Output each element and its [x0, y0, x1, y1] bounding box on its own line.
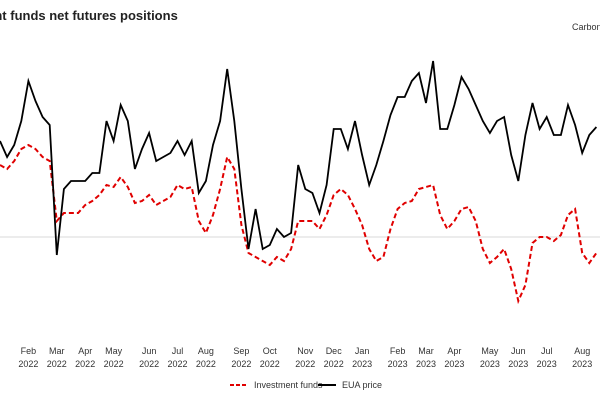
x-tick-label: Jul 2022	[167, 346, 187, 369]
x-tick-label: Apr 2022	[75, 346, 95, 369]
x-tick-label: Dec 2022	[324, 346, 344, 369]
legend-label: Investment funds	[254, 380, 323, 390]
x-tick-label: Jul 2023	[537, 346, 557, 369]
legend-item: Investment funds	[230, 380, 323, 390]
x-tick-label: Feb 2022	[18, 346, 38, 369]
x-tick-label: Jan 2023	[352, 346, 372, 369]
line-series	[0, 143, 598, 305]
x-tick-label: Apr 2023	[444, 346, 464, 369]
legend-label: EUA price	[342, 380, 382, 390]
x-tick-label: Feb 2023	[388, 346, 408, 369]
x-tick-label: May 2023	[480, 346, 500, 369]
x-tick-label: Oct 2022	[260, 346, 280, 369]
legend-item: EUA price	[318, 380, 382, 390]
line-series	[0, 60, 598, 256]
x-tick-label: Jun 2023	[508, 346, 528, 369]
chart-title: Investment funds net futures positions	[0, 8, 178, 23]
x-tick-label: Mar 2022	[47, 346, 67, 369]
x-tick-label: Jun 2022	[139, 346, 159, 369]
x-tick-label: Nov 2022	[295, 346, 315, 369]
chart-subtitle: Carbon	[572, 22, 600, 32]
x-tick-label: Aug 2022	[196, 346, 216, 369]
x-tick-label: Sep 2022	[231, 346, 251, 369]
x-tick-label: Mar 2023	[416, 346, 436, 369]
x-tick-label: May 2022	[104, 346, 124, 369]
x-tick-label: Aug 2023	[572, 346, 592, 369]
